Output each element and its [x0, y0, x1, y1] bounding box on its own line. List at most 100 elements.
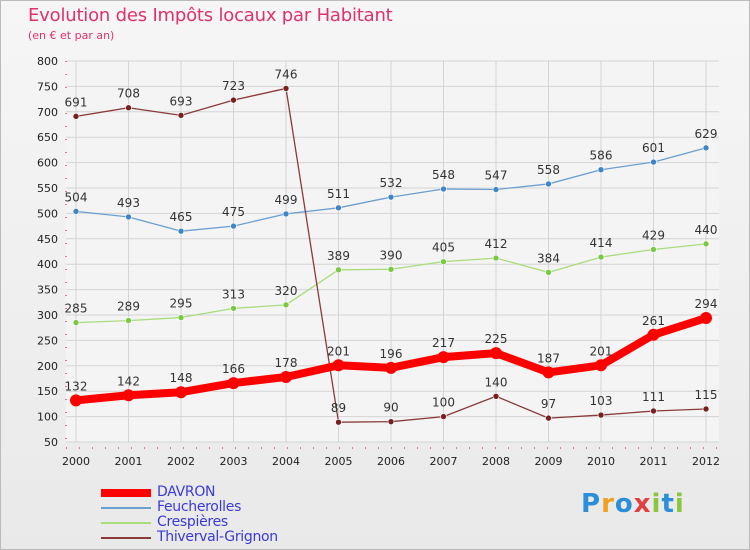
point-davron: [595, 359, 607, 372]
legend-label: DAVRON: [157, 484, 216, 500]
point-thiverval-grignon: [597, 411, 605, 419]
point-davron: [70, 394, 82, 407]
data-label-feucherolles: 465: [170, 210, 193, 224]
x-tick-label: 2008: [482, 455, 510, 468]
data-label-feucherolles: 532: [380, 176, 403, 190]
point-davron: [437, 351, 450, 364]
chart-subtitle: (en € et par an): [28, 29, 115, 42]
point-thiverval-grignon: [230, 96, 237, 104]
legend-swatch: [101, 507, 151, 509]
logo-letter: t: [661, 489, 675, 519]
y-tick-label: 700: [37, 106, 58, 119]
data-label-feucherolles: 601: [642, 141, 665, 155]
y-tick-label: 750: [37, 80, 58, 93]
data-label-davron: 225: [485, 332, 508, 346]
point-thiverval-grignon: [545, 414, 552, 422]
data-label-feucherolles: 499: [275, 193, 298, 207]
point-feucherolles: [492, 186, 500, 193]
data-label-thiverval-grignon: 746: [275, 67, 298, 81]
x-tick-label: 2001: [115, 455, 143, 468]
legend-swatch: [101, 522, 151, 524]
x-tick-label: 2000: [62, 455, 90, 468]
y-tick-label: 800: [37, 55, 58, 68]
data-label-crespi-res: 440: [695, 223, 718, 237]
point-davron: [385, 361, 397, 374]
data-label-davron: 166: [222, 362, 245, 376]
legend-label: Feucherolles: [157, 499, 242, 515]
data-label-feucherolles: 548: [432, 168, 455, 182]
logo-letter: P: [581, 489, 602, 519]
logo-letter: i: [651, 489, 662, 519]
legend-item: Thiverval-Grignon: [101, 530, 321, 545]
data-label-crespi-res: 405: [432, 241, 455, 255]
point-crespi-res: [702, 240, 710, 248]
data-label-thiverval-grignon: 103: [590, 394, 613, 408]
y-tick-label: 650: [37, 131, 58, 144]
point-feucherolles: [650, 158, 657, 166]
logo-letter: x: [633, 489, 652, 519]
data-label-thiverval-grignon: 723: [222, 79, 245, 93]
point-crespi-res: [282, 301, 290, 309]
data-label-crespi-res: 320: [275, 284, 298, 298]
legend-item: Crespières: [101, 515, 321, 530]
legend-label: Thiverval-Grignon: [157, 529, 278, 545]
x-tick-label: 2012: [692, 455, 720, 468]
point-thiverval-grignon: [282, 85, 290, 92]
data-label-crespi-res: 412: [485, 237, 508, 251]
point-thiverval-grignon: [72, 113, 80, 120]
data-label-feucherolles: 558: [537, 163, 560, 177]
data-label-crespi-res: 389: [327, 249, 350, 263]
point-thiverval-grignon: [702, 405, 710, 413]
data-label-thiverval-grignon: 100: [432, 396, 455, 410]
point-thiverval-grignon: [125, 104, 132, 112]
point-davron: [122, 389, 135, 402]
point-feucherolles: [440, 185, 447, 193]
point-crespi-res: [72, 319, 80, 326]
data-label-crespi-res: 295: [170, 297, 193, 311]
data-label-davron: 196: [380, 347, 403, 361]
data-label-davron: 201: [327, 344, 350, 358]
data-label-crespi-res: 390: [380, 248, 403, 262]
point-feucherolles: [387, 193, 395, 201]
x-tick-label: 2006: [377, 455, 405, 468]
data-label-thiverval-grignon: 140: [485, 375, 508, 389]
data-label-davron: 142: [117, 374, 140, 388]
data-label-thiverval-grignon: 97: [541, 397, 556, 411]
plot-area: [66, 61, 719, 442]
data-label-crespi-res: 285: [65, 302, 88, 316]
data-label-feucherolles: 475: [222, 205, 245, 219]
data-label-feucherolles: 493: [117, 196, 140, 210]
point-crespi-res: [230, 305, 237, 312]
point-crespi-res: [650, 246, 657, 253]
point-feucherolles: [125, 213, 132, 221]
x-tick-label: 2010: [587, 455, 615, 468]
point-feucherolles: [335, 204, 342, 212]
point-feucherolles: [282, 210, 290, 218]
point-davron: [227, 377, 240, 390]
point-davron: [542, 366, 555, 379]
data-label-crespi-res: 289: [117, 300, 140, 314]
y-tick-label: 500: [37, 207, 58, 220]
point-crespi-res: [387, 265, 395, 273]
x-tick-label: 2002: [167, 455, 195, 468]
x-tick-label: 2009: [535, 455, 563, 468]
point-davron: [700, 312, 712, 325]
proxiti-logo: Proxiti: [581, 489, 685, 519]
y-tick-label: 250: [37, 334, 58, 347]
data-label-davron: 294: [695, 297, 718, 311]
data-label-davron: 132: [65, 379, 88, 393]
data-label-crespi-res: 384: [537, 251, 560, 265]
data-label-feucherolles: 504: [65, 190, 88, 204]
data-label-thiverval-grignon: 90: [383, 401, 398, 415]
y-tick-label: 50: [44, 436, 58, 449]
y-tick-label: 450: [37, 233, 58, 246]
y-tick-label: 400: [37, 258, 58, 271]
legend: DAVRON Feucherolles Crespières Thiverval-Gr…: [101, 485, 321, 545]
data-label-davron: 148: [170, 371, 193, 385]
x-tick-label: 2003: [220, 455, 248, 468]
point-feucherolles: [230, 222, 237, 230]
data-label-thiverval-grignon: 111: [642, 390, 665, 404]
legend-swatch: [101, 537, 151, 539]
